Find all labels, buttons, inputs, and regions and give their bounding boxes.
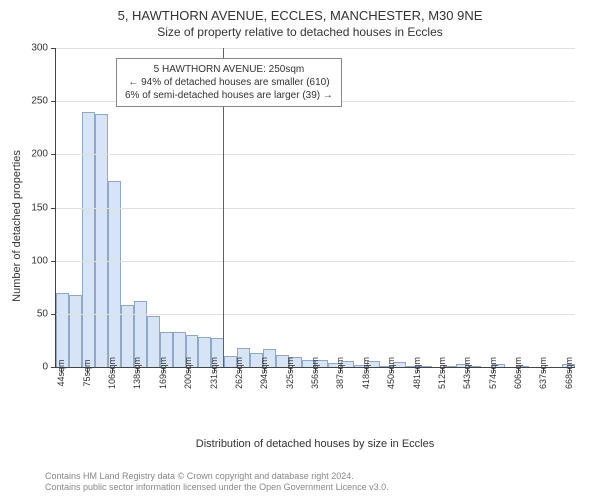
x-tick-cell <box>321 368 334 403</box>
x-tick-cell: 294sqm <box>258 368 271 403</box>
x-tick-cell: 512sqm <box>436 368 449 403</box>
bar <box>82 112 95 367</box>
x-tick-cell <box>499 368 512 403</box>
x-tick-label: 294sqm <box>259 357 269 389</box>
x-tick-cell: 418sqm <box>360 368 373 403</box>
x-tick-cell <box>195 368 208 403</box>
x-tick-label: 325sqm <box>285 357 295 389</box>
annotation-box: 5 HAWTHORN AVENUE: 250sqm← 94% of detach… <box>116 58 342 107</box>
x-tick-cell <box>296 368 309 403</box>
annotation-line: 6% of semi-detached houses are larger (3… <box>125 89 333 102</box>
x-tick-cell <box>245 368 258 403</box>
plot-area: 0501001502002503005 HAWTHORN AVENUE: 250… <box>55 48 575 368</box>
x-tick-label: 668sqm <box>564 357 574 389</box>
gridline <box>56 48 575 49</box>
footer-attribution: Contains HM Land Registry data © Crown c… <box>45 471 389 494</box>
gridline <box>56 154 575 155</box>
x-tick-label: 574sqm <box>488 357 498 389</box>
chart-area: 0501001502002503005 HAWTHORN AVENUE: 250… <box>55 48 575 403</box>
x-tick-cell: 138sqm <box>131 368 144 403</box>
x-tick-label: 75sqm <box>82 359 92 386</box>
y-tick-label: 0 <box>42 362 56 373</box>
annotation-line: 5 HAWTHORN AVENUE: 250sqm <box>125 63 333 76</box>
x-tick-label: 637sqm <box>538 357 548 389</box>
y-tick-label: 300 <box>31 43 56 54</box>
x-tick-label: 356sqm <box>310 357 320 389</box>
x-tick-cell <box>271 368 284 403</box>
x-tick-label: 512sqm <box>437 357 447 389</box>
x-tick-label: 106sqm <box>107 357 117 389</box>
footer-line-2: Contains public sector information licen… <box>45 482 389 494</box>
x-tick-cell <box>372 368 385 403</box>
x-tick-cell: 668sqm <box>563 368 576 403</box>
x-tick-cell: 169sqm <box>157 368 170 403</box>
x-tick-cell <box>68 368 81 403</box>
x-tick-cell: 574sqm <box>486 368 499 403</box>
x-tick-cell <box>118 368 131 403</box>
x-tick-cell: 450sqm <box>385 368 398 403</box>
x-ticks-group: 44sqm 75sqm 106sqm 138sqm 169sqm 200sqm 231sqm… <box>55 368 575 403</box>
sub-title: Size of property relative to detached ho… <box>0 23 600 39</box>
x-tick-cell: 481sqm <box>410 368 423 403</box>
gridline <box>56 208 575 209</box>
x-tick-cell: 231sqm <box>207 368 220 403</box>
x-tick-cell: 75sqm <box>80 368 93 403</box>
x-tick-cell <box>524 368 537 403</box>
y-axis-title-text: Number of detached properties <box>11 150 23 302</box>
x-tick-cell <box>144 368 157 403</box>
x-tick-cell: 106sqm <box>106 368 119 403</box>
x-tick-cell <box>398 368 411 403</box>
x-tick-cell: 606sqm <box>512 368 525 403</box>
x-tick-cell: 637sqm <box>537 368 550 403</box>
y-tick-label: 150 <box>31 202 56 213</box>
x-tick-label: 200sqm <box>183 357 193 389</box>
x-tick-label: 138sqm <box>132 357 142 389</box>
x-tick-cell <box>550 368 563 403</box>
x-tick-cell: 543sqm <box>461 368 474 403</box>
bar <box>95 114 108 367</box>
x-tick-cell: 387sqm <box>334 368 347 403</box>
x-tick-cell: 262sqm <box>233 368 246 403</box>
y-tick-label: 250 <box>31 96 56 107</box>
y-tick-label: 100 <box>31 255 56 266</box>
bar <box>69 295 82 367</box>
footer-line-1: Contains HM Land Registry data © Crown c… <box>45 471 389 483</box>
x-tick-label: 44sqm <box>56 359 66 386</box>
x-axis-title: Distribution of detached houses by size … <box>55 438 575 450</box>
bar <box>56 293 69 367</box>
x-tick-cell <box>220 368 233 403</box>
x-tick-cell: 200sqm <box>182 368 195 403</box>
x-tick-cell: 44sqm <box>55 368 68 403</box>
x-tick-label: 169sqm <box>158 357 168 389</box>
x-tick-cell: 325sqm <box>283 368 296 403</box>
chart-container: 5, HAWTHORN AVENUE, ECCLES, MANCHESTER, … <box>0 0 600 500</box>
x-tick-label: 543sqm <box>462 357 472 389</box>
x-tick-cell <box>169 368 182 403</box>
x-tick-label: 262sqm <box>234 357 244 389</box>
x-tick-label: 387sqm <box>335 357 345 389</box>
y-axis-title: Number of detached properties <box>10 48 24 403</box>
x-tick-cell <box>448 368 461 403</box>
y-tick-label: 200 <box>31 149 56 160</box>
x-tick-cell <box>93 368 106 403</box>
x-tick-cell: 356sqm <box>309 368 322 403</box>
x-tick-label: 450sqm <box>386 357 396 389</box>
x-tick-cell <box>474 368 487 403</box>
gridline <box>56 261 575 262</box>
x-tick-label: 481sqm <box>412 357 422 389</box>
x-tick-label: 606sqm <box>513 357 523 389</box>
y-tick-label: 50 <box>37 308 56 319</box>
annotation-line: ← 94% of detached houses are smaller (61… <box>125 76 333 89</box>
gridline <box>56 314 575 315</box>
x-tick-label: 231sqm <box>209 357 219 389</box>
bar <box>108 181 121 367</box>
x-tick-label: 418sqm <box>361 357 371 389</box>
x-tick-cell <box>347 368 360 403</box>
x-tick-cell <box>423 368 436 403</box>
main-title: 5, HAWTHORN AVENUE, ECCLES, MANCHESTER, … <box>0 0 600 23</box>
